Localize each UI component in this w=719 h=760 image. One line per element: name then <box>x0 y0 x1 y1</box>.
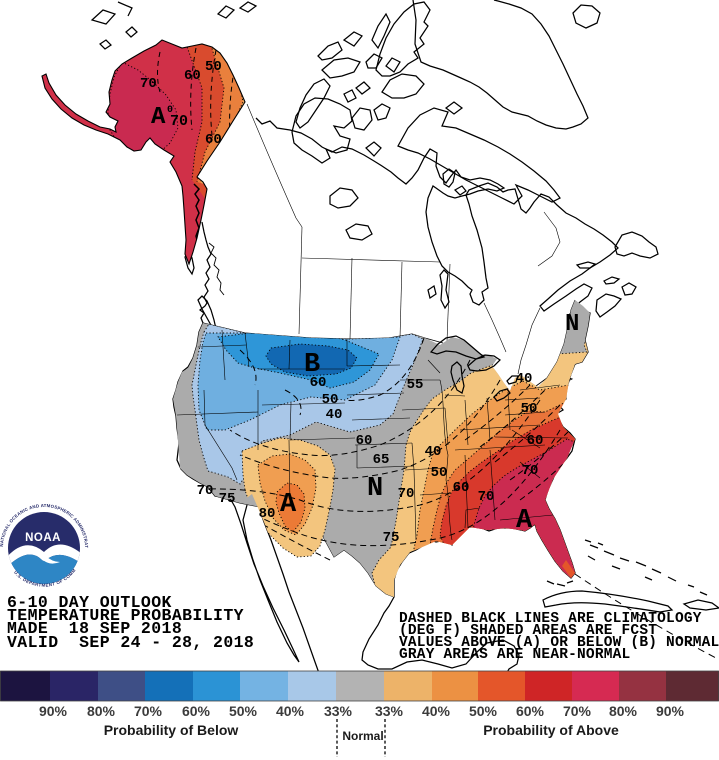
svg-text:60: 60 <box>205 132 222 148</box>
svg-text:Probability of Below: Probability of Below <box>104 722 239 738</box>
svg-text:NOAA: NOAA <box>25 532 61 544</box>
svg-text:70: 70 <box>197 483 214 499</box>
svg-text:50%: 50% <box>229 703 258 719</box>
svg-text:(DEG F) SHADED AREAS ARE FCST: (DEG F) SHADED AREAS ARE FCST <box>399 623 657 639</box>
svg-text:50%: 50% <box>469 703 498 719</box>
svg-text:80: 80 <box>259 506 276 522</box>
svg-text:MADE 18 SEP 2018: MADE 18 SEP 2018 <box>7 619 182 638</box>
svg-text:40: 40 <box>516 371 533 387</box>
svg-text:90%: 90% <box>656 703 685 719</box>
svg-text:80%: 80% <box>609 703 638 719</box>
svg-text:60%: 60% <box>516 703 545 719</box>
svg-text:50: 50 <box>322 392 339 408</box>
svg-text:70%: 70% <box>563 703 592 719</box>
svg-text:75: 75 <box>383 530 400 546</box>
svg-text:70: 70 <box>398 486 415 502</box>
svg-text:Probability of Above: Probability of Above <box>483 722 619 738</box>
svg-text:60: 60 <box>453 480 470 496</box>
svg-text:B: B <box>304 350 320 380</box>
svg-text:70: 70 <box>522 463 539 479</box>
svg-text:A: A <box>151 104 166 131</box>
svg-text:70: 70 <box>478 489 495 505</box>
svg-text:VALUES ABOVE (A) OR BELOW (B): VALUES ABOVE (A) OR BELOW (B) NORMAL <box>399 635 719 651</box>
svg-text:50: 50 <box>205 59 222 75</box>
svg-text:60: 60 <box>527 433 544 449</box>
svg-text:55: 55 <box>407 377 424 393</box>
svg-text:60: 60 <box>310 375 327 391</box>
svg-text:VALID SEP 24 - 28, 2018: VALID SEP 24 - 28, 2018 <box>7 633 254 652</box>
svg-text:0: 0 <box>167 105 173 116</box>
svg-text:DASHED BLACK LINES ARE CLIMATO: DASHED BLACK LINES ARE CLIMATOLOGY <box>399 611 702 627</box>
svg-text:TEMPERATURE PROBABILITY: TEMPERATURE PROBABILITY <box>7 606 244 625</box>
svg-text:50: 50 <box>521 401 538 417</box>
svg-text:80%: 80% <box>87 703 116 719</box>
svg-text:70: 70 <box>140 76 157 92</box>
svg-text:60: 60 <box>184 68 201 84</box>
svg-text:50: 50 <box>431 465 448 481</box>
svg-text:A: A <box>280 490 297 520</box>
svg-text:40: 40 <box>425 444 442 460</box>
svg-text:33%: 33% <box>324 703 353 719</box>
svg-text:6-10 DAY OUTLOOK: 6-10 DAY OUTLOOK <box>7 593 172 612</box>
svg-text:65: 65 <box>373 452 390 468</box>
svg-text:N: N <box>565 311 579 338</box>
svg-text:40%: 40% <box>422 703 451 719</box>
svg-text:90%: 90% <box>39 703 68 719</box>
svg-text:GRAY AREAS ARE NEAR-NORMAL: GRAY AREAS ARE NEAR-NORMAL <box>399 647 630 663</box>
svg-text:60%: 60% <box>182 703 211 719</box>
svg-text:33%: 33% <box>375 703 404 719</box>
svg-text:70%: 70% <box>134 703 163 719</box>
svg-text:40: 40 <box>326 407 343 423</box>
svg-text:60: 60 <box>356 433 373 449</box>
svg-text:Normal: Normal <box>342 729 383 743</box>
svg-text:40%: 40% <box>276 703 305 719</box>
svg-text:A: A <box>516 506 533 536</box>
svg-text:70: 70 <box>170 113 188 130</box>
svg-text:N: N <box>367 474 383 504</box>
svg-text:75: 75 <box>219 491 236 507</box>
